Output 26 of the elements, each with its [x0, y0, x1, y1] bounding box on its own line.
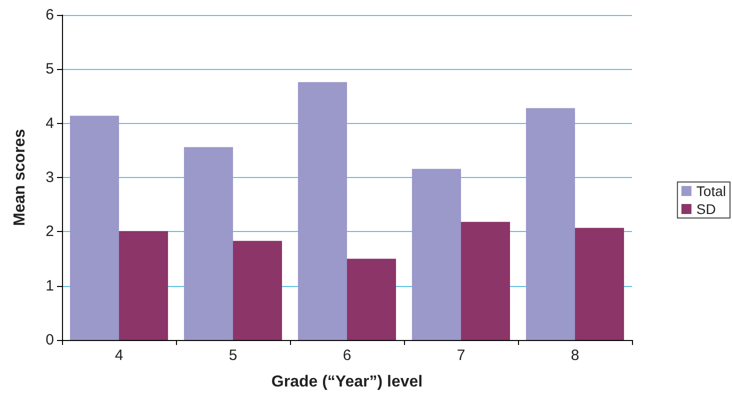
x-tick-label: 5 — [228, 347, 238, 364]
x-tick-label: 6 — [342, 347, 352, 364]
bar — [575, 228, 624, 340]
y-tick-label: 5 — [46, 60, 54, 78]
x-tick-label: 8 — [570, 347, 580, 364]
legend-label: Total — [696, 183, 726, 199]
bar — [461, 222, 510, 340]
bar — [298, 82, 347, 340]
x-tick-label: 4 — [114, 347, 124, 364]
x-tick-label: 7 — [456, 347, 466, 364]
bar — [119, 231, 168, 340]
y-tick-label: 6 — [46, 6, 54, 24]
bar — [233, 240, 282, 340]
y-tick-label: 4 — [46, 114, 54, 132]
bar — [70, 116, 119, 340]
y-tick-label: 3 — [46, 169, 54, 186]
bar — [526, 108, 575, 340]
x-axis-title: Grade (“Year”) level — [271, 374, 423, 390]
bar — [184, 147, 233, 340]
y-tick-label: 2 — [46, 223, 54, 240]
y-tick-label: 0 — [46, 332, 54, 348]
bar — [412, 168, 461, 340]
y-axis-title: Mean scores — [12, 128, 28, 226]
y-tick-label: 1 — [46, 277, 54, 294]
bar — [347, 258, 396, 340]
legend-label: SD — [696, 201, 716, 217]
